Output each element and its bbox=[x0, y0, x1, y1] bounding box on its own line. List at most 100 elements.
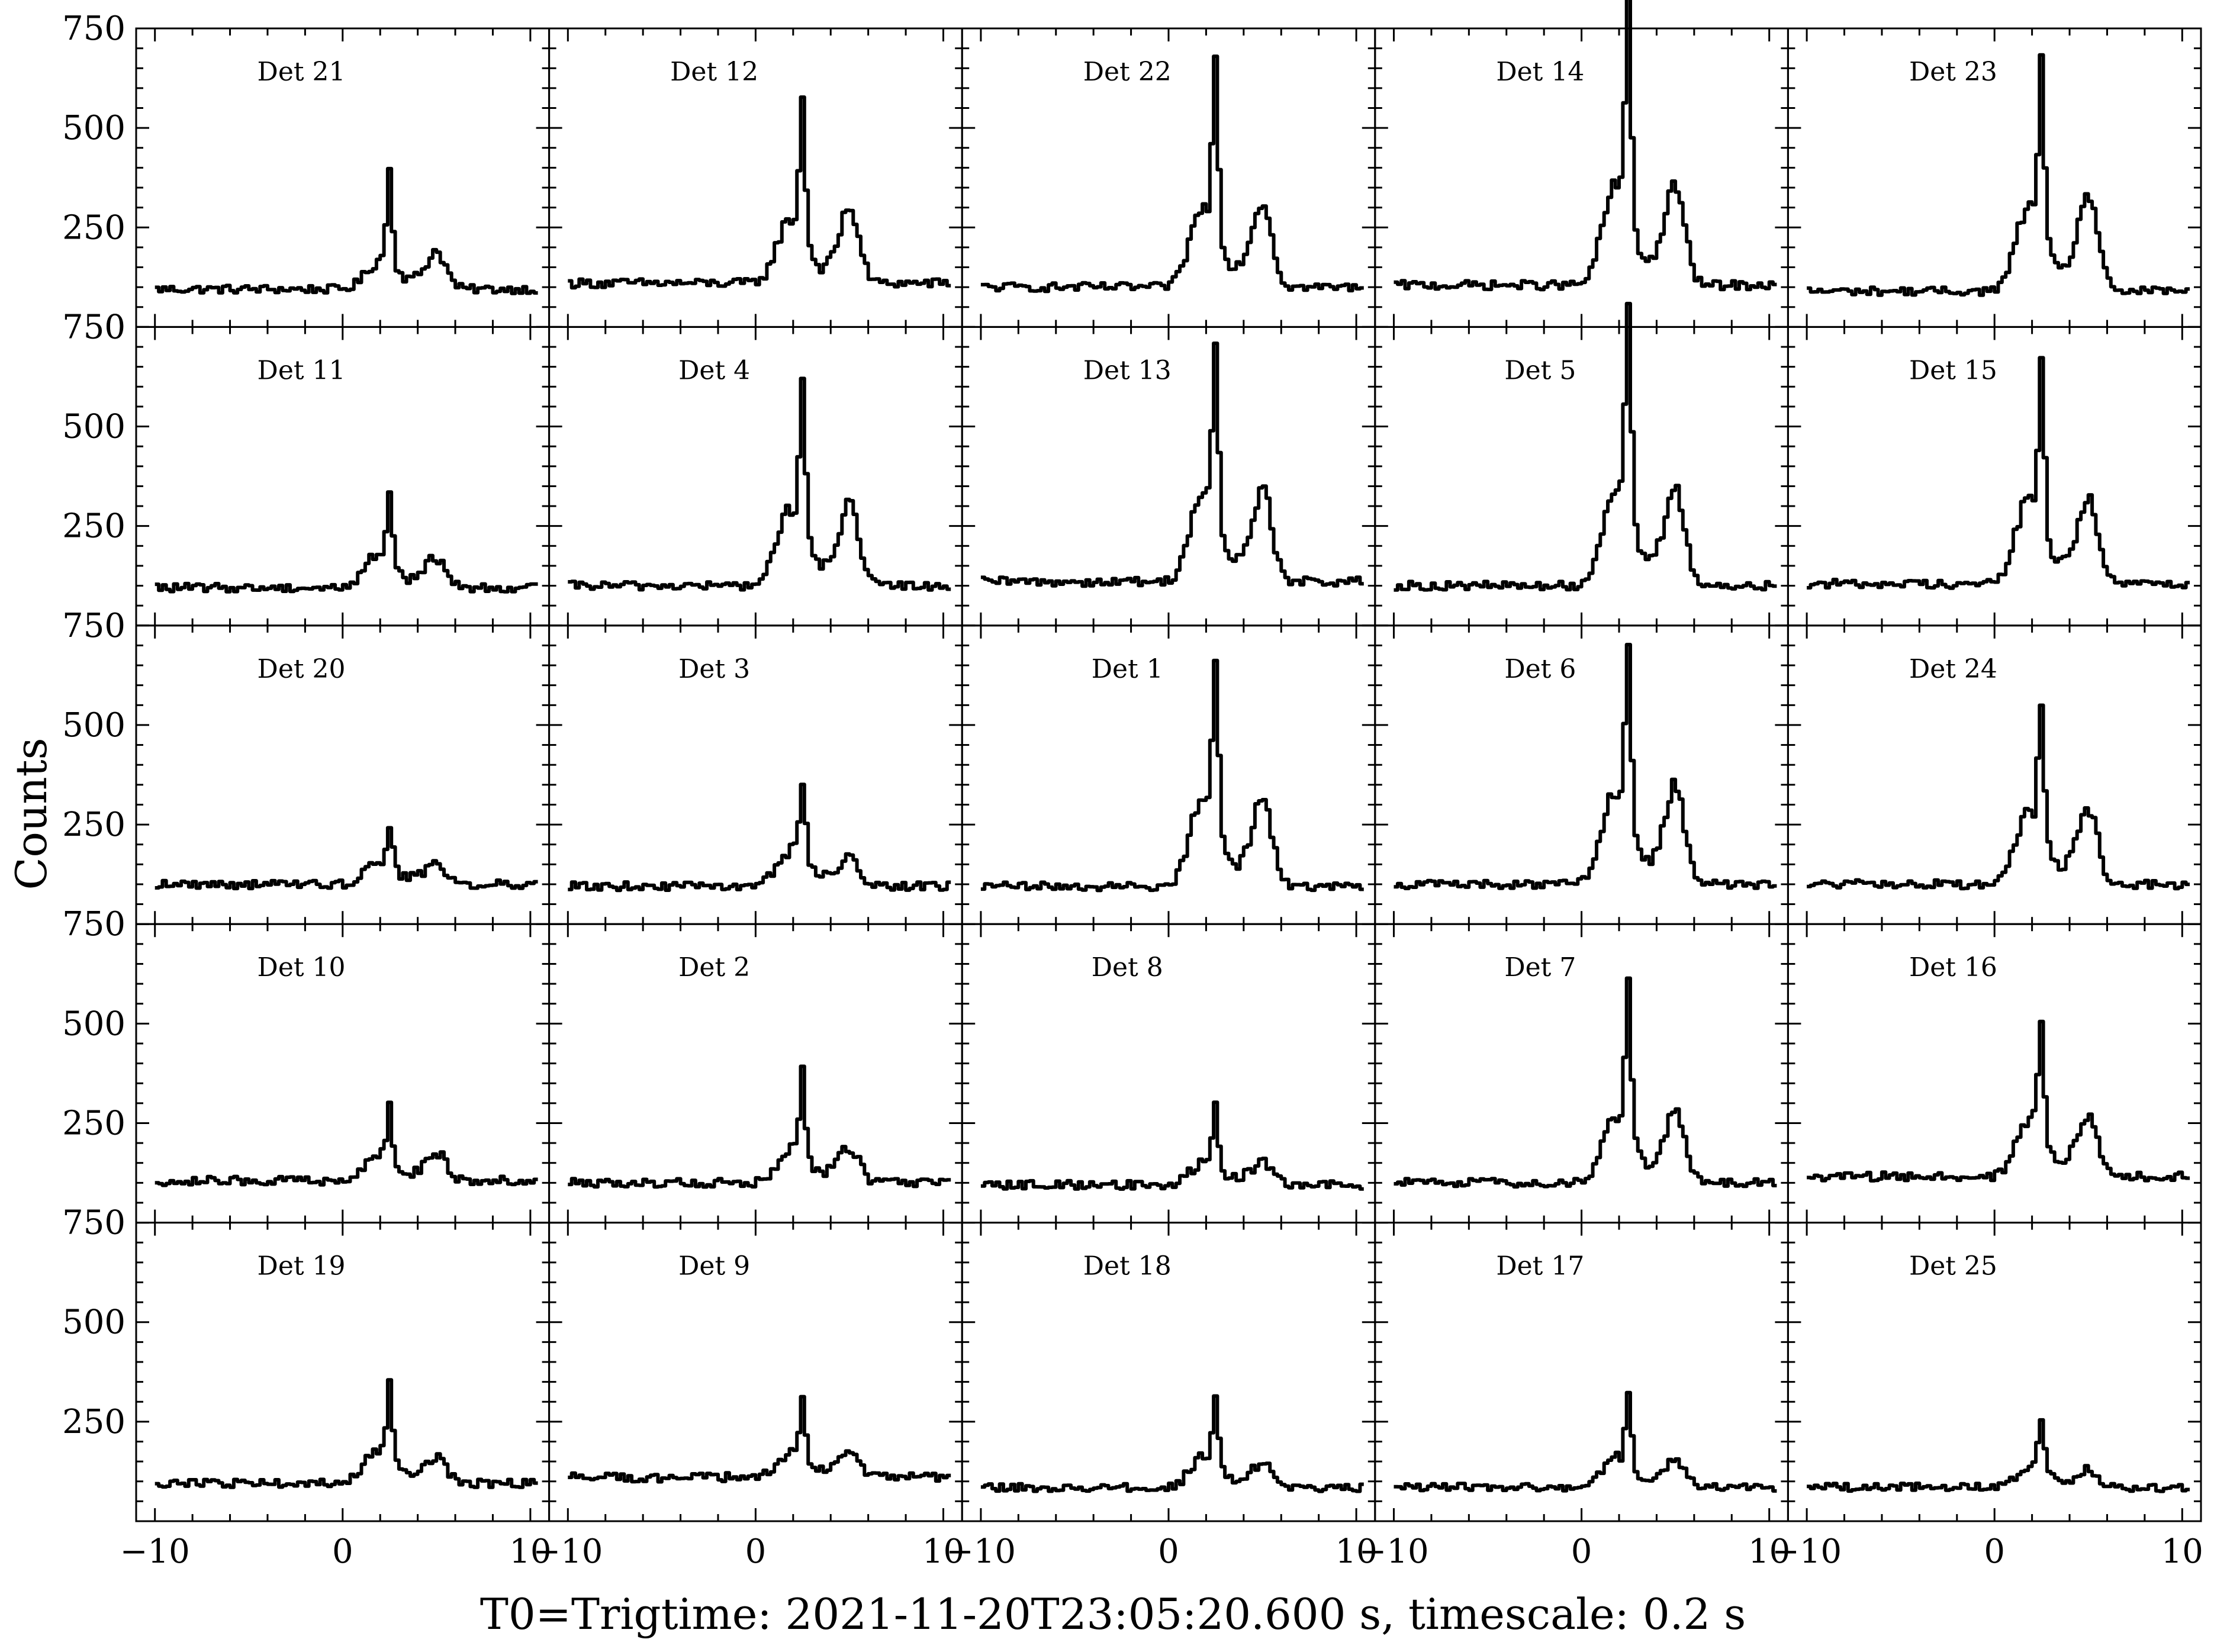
detector-label: Det 4 bbox=[678, 355, 750, 385]
x-tick-label: 0 bbox=[332, 1532, 353, 1571]
light-curve-series bbox=[1807, 1019, 2190, 1183]
panel-det-20: Det 20 bbox=[135, 624, 551, 925]
detector-label: Det 1 bbox=[1092, 654, 1163, 684]
light-curve-series bbox=[568, 782, 951, 893]
y-tick-label: 500 bbox=[62, 109, 125, 147]
light-curve-series bbox=[1807, 356, 2190, 590]
y-tick-label: 250 bbox=[62, 507, 125, 546]
detector-label: Det 2 bbox=[678, 952, 750, 983]
panel-det-10: Det 10 bbox=[135, 923, 551, 1224]
y-tick-label: 750 bbox=[62, 308, 125, 346]
panel-frame bbox=[548, 624, 963, 925]
light-curve-series bbox=[980, 658, 1364, 893]
detector-label: Det 25 bbox=[1909, 1251, 1997, 1281]
light-curve-series bbox=[155, 826, 538, 891]
detector-label: Det 13 bbox=[1083, 355, 1172, 385]
light-curve-series bbox=[568, 1064, 951, 1189]
y-axis-title: Counts bbox=[7, 738, 56, 890]
panel-det-2: Det 2 bbox=[548, 923, 963, 1224]
x-axis-title: T0=Trigtime: 2021-11-20T23:05:20.600 s, … bbox=[480, 1589, 1746, 1639]
panel-det-12: Det 12 bbox=[548, 27, 963, 328]
light-curve-series bbox=[980, 54, 1364, 294]
detector-label: Det 6 bbox=[1504, 654, 1576, 684]
panel-det-24: Det 24 bbox=[1787, 624, 2202, 925]
panel-frame bbox=[1374, 923, 1789, 1224]
panel-det-4: Det 4 bbox=[548, 326, 963, 627]
detector-label: Det 3 bbox=[678, 654, 750, 684]
panel-det-15: Det 15 bbox=[1787, 326, 2202, 627]
y-tick-label: 750 bbox=[62, 1204, 125, 1242]
light-curve-series bbox=[980, 342, 1364, 588]
x-tick-label: −10 bbox=[1772, 1532, 1842, 1571]
light-curve-series bbox=[568, 95, 951, 290]
x-tick-label: 10 bbox=[509, 1532, 551, 1571]
light-curve-series bbox=[155, 1100, 538, 1187]
y-tick-label: 750 bbox=[62, 607, 125, 645]
panel-det-16: Det 16 bbox=[1787, 923, 2202, 1224]
y-tick-label: 0 bbox=[104, 308, 125, 346]
light-curve-series bbox=[980, 1394, 1364, 1493]
panel-det-25: Det 25 bbox=[1787, 1222, 2202, 1522]
light-curve-series bbox=[1807, 703, 2190, 891]
y-tick-label: 250 bbox=[62, 806, 125, 844]
panel-frame bbox=[961, 923, 1376, 1224]
light-curve-series bbox=[1394, 1390, 1777, 1493]
x-tick-label: −10 bbox=[533, 1532, 603, 1571]
x-tick-label: −10 bbox=[946, 1532, 1016, 1571]
panel-det-14: Det 14 bbox=[1374, 0, 1789, 328]
panel-det-19: Det 19 bbox=[135, 1222, 551, 1522]
detector-label: Det 22 bbox=[1083, 57, 1172, 87]
panel-det-1: Det 1 bbox=[961, 624, 1376, 925]
x-tick-label: −10 bbox=[120, 1532, 190, 1571]
panel-det-13: Det 13 bbox=[961, 326, 1376, 627]
panel-det-23: Det 23 bbox=[1787, 27, 2202, 328]
light-curve-series bbox=[1394, 643, 1777, 890]
detector-label: Det 23 bbox=[1909, 57, 1997, 87]
panel-det-22: Det 22 bbox=[961, 27, 1376, 328]
x-tick-label: 0 bbox=[745, 1532, 767, 1571]
light-curve-series bbox=[155, 490, 538, 594]
x-tick-label: 10 bbox=[1748, 1532, 1790, 1571]
detector-label: Det 19 bbox=[258, 1251, 346, 1281]
detector-label: Det 8 bbox=[1092, 952, 1163, 983]
detector-label: Det 10 bbox=[258, 952, 346, 983]
panel-det-11: Det 11 bbox=[135, 326, 551, 627]
detector-label: Det 20 bbox=[258, 654, 346, 684]
detector-label: Det 7 bbox=[1504, 952, 1576, 983]
y-tick-label: 500 bbox=[62, 1004, 125, 1043]
y-tick-label: 250 bbox=[62, 1104, 125, 1142]
detector-label: Det 17 bbox=[1496, 1251, 1584, 1281]
panel-det-5: Det 5 bbox=[1374, 301, 1789, 627]
y-tick-label: 250 bbox=[62, 208, 125, 247]
x-tick-label: 0 bbox=[1571, 1532, 1592, 1571]
panel-det-18: Det 18 bbox=[961, 1222, 1376, 1522]
detector-label: Det 5 bbox=[1504, 355, 1576, 385]
x-tick-label: 0 bbox=[1984, 1532, 2005, 1571]
light-curve-series bbox=[568, 1395, 951, 1484]
light-curve-series bbox=[1394, 301, 1777, 592]
detector-label: Det 9 bbox=[678, 1251, 750, 1281]
light-curve-series bbox=[1807, 53, 2190, 297]
panel-det-9: Det 9 bbox=[548, 1222, 963, 1522]
tick-labels-layer: 0 250 500 750 250 500 750 250 500 750 250 500 750 250… bbox=[62, 9, 2203, 1571]
x-tick-label: 10 bbox=[1335, 1532, 1377, 1571]
light-curve-series bbox=[155, 1378, 538, 1489]
x-tick-label: 0 bbox=[1158, 1532, 1179, 1571]
light-curve-series bbox=[980, 1100, 1364, 1191]
detector-label: Det 15 bbox=[1909, 355, 1997, 385]
panel-det-3: Det 3 bbox=[548, 624, 963, 925]
y-tick-label: 500 bbox=[62, 706, 125, 745]
detector-label: Det 14 bbox=[1496, 57, 1584, 87]
panel-det-7: Det 7 bbox=[1374, 923, 1789, 1224]
panel-det-8: Det 8 bbox=[961, 923, 1376, 1224]
light-curve-series bbox=[1394, 0, 1777, 292]
y-tick-label: 250 bbox=[62, 1403, 125, 1441]
panel-det-21: Det 21 bbox=[135, 27, 551, 328]
y-tick-label: 750 bbox=[62, 905, 125, 943]
light-curve-series bbox=[155, 166, 538, 295]
x-tick-label: −10 bbox=[1359, 1532, 1428, 1571]
panel-det-17: Det 17 bbox=[1374, 1222, 1789, 1522]
detector-label: Det 16 bbox=[1909, 952, 1997, 983]
detector-label: Det 12 bbox=[670, 57, 758, 87]
